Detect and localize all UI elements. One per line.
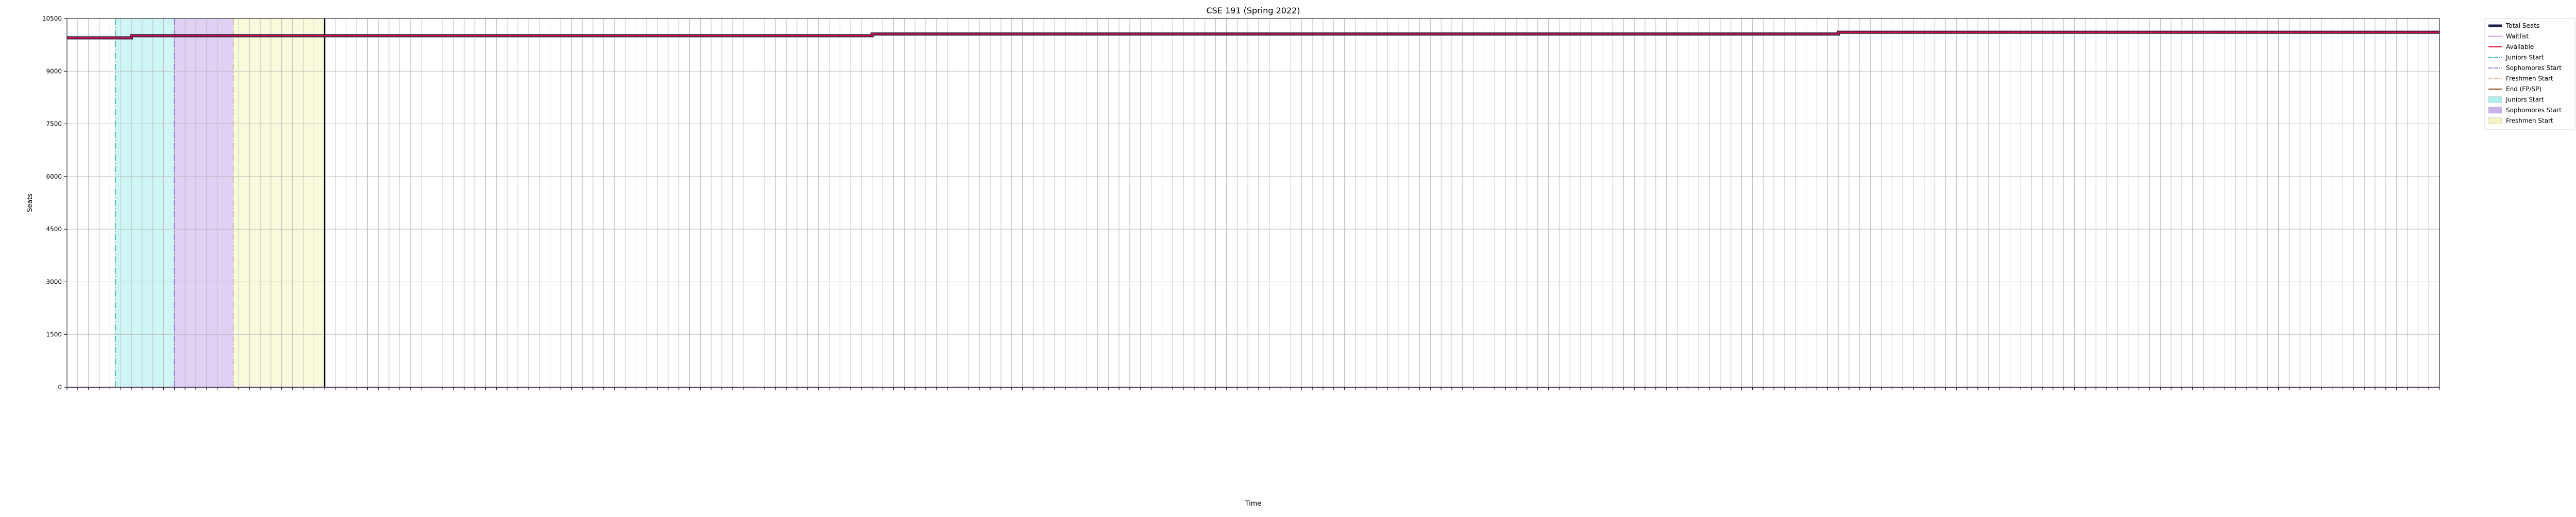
y-tick-label: 3000 bbox=[46, 278, 62, 285]
y-tick-label: 10500 bbox=[42, 15, 62, 22]
legend-label: Freshmen Start bbox=[2506, 75, 2553, 82]
y-axis-label: Seats bbox=[26, 194, 34, 212]
y-tick-label: 0 bbox=[58, 384, 62, 391]
phase-bands bbox=[115, 19, 325, 387]
x-axis-ticks bbox=[66, 387, 2440, 390]
legend-frame bbox=[2484, 18, 2575, 130]
phase-band bbox=[233, 19, 325, 387]
legend-swatch bbox=[2488, 107, 2502, 114]
phase-markers bbox=[114, 19, 326, 387]
legend-swatch bbox=[2488, 96, 2502, 103]
phase-band bbox=[115, 19, 175, 387]
chart-title: CSE 191 (Spring 2022) bbox=[1206, 6, 1300, 15]
y-axis-ticks: 0 1500 3000 4500 6000 7500 9000 10500 bbox=[42, 15, 67, 391]
legend-label: Total Seats bbox=[2505, 22, 2539, 29]
series-lines bbox=[67, 30, 2439, 388]
legend-label: Sophomores Start bbox=[2506, 64, 2562, 72]
legend-label: Juniors Start bbox=[2505, 54, 2544, 61]
legend-swatch bbox=[2488, 117, 2502, 124]
legend-label: Waitlist bbox=[2506, 33, 2529, 40]
y-tick-label: 4500 bbox=[46, 226, 62, 233]
y-tick-label: 6000 bbox=[46, 173, 62, 180]
legend-label: Sophomores Start bbox=[2506, 107, 2562, 114]
y-tick-label: 1500 bbox=[46, 331, 62, 338]
series-line bbox=[67, 30, 2439, 40]
legend: Total Seats Waitlist Available Juniors Star… bbox=[2484, 18, 2575, 130]
legend-label: Available bbox=[2506, 43, 2534, 50]
legend-label: Juniors Start bbox=[2505, 96, 2544, 104]
series-line bbox=[67, 31, 2439, 39]
gridlines bbox=[66, 18, 2440, 388]
y-tick-label: 7500 bbox=[46, 120, 62, 128]
y-tick-label: 9000 bbox=[46, 67, 62, 75]
legend-label: End (FP/SP) bbox=[2506, 85, 2541, 93]
legend-label: Freshmen Start bbox=[2506, 117, 2553, 125]
phase-band bbox=[174, 19, 233, 387]
plot-frame bbox=[66, 18, 2440, 388]
x-axis-label: Time bbox=[1245, 500, 1262, 508]
